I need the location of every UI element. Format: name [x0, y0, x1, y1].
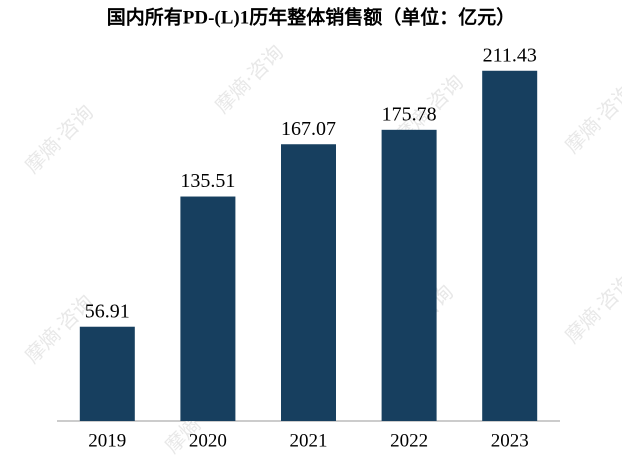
x-tick-label: 2019 [88, 430, 126, 451]
x-tick-label: 2022 [390, 430, 428, 451]
value-label: 56.91 [85, 300, 130, 322]
x-tick-label: 2023 [491, 430, 529, 451]
x-tick-label: 2021 [290, 430, 328, 451]
value-label: 167.07 [281, 118, 336, 140]
x-tick-label: 2020 [189, 430, 227, 451]
bar [281, 144, 336, 421]
watermark: 摩熵·咨询 [210, 40, 288, 118]
value-label: 135.51 [180, 170, 235, 192]
watermark: 摩熵·咨询 [560, 80, 622, 158]
value-label: 211.43 [483, 44, 537, 66]
chart-title: 国内所有PD-(L)1历年整体销售额（单位：亿元） [107, 5, 515, 28]
bar [482, 70, 538, 422]
value-label: 175.78 [382, 103, 437, 125]
bar [180, 196, 236, 421]
watermark: 摩熵·咨询 [560, 270, 622, 348]
bar [381, 129, 437, 422]
bar [79, 326, 135, 421]
watermark: 摩熵·咨询 [20, 100, 98, 178]
